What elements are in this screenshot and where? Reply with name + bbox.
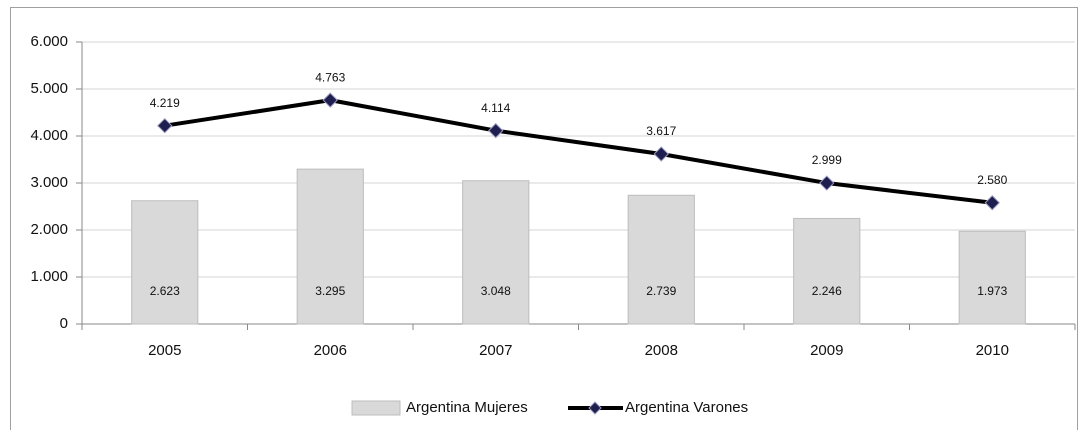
line-value-label: 2.999: [812, 153, 842, 167]
line-marker: [653, 146, 669, 162]
y-tick-label: 2.000: [30, 221, 68, 238]
line-marker: [819, 175, 835, 191]
line-value-label: 2.580: [977, 173, 1007, 187]
line-marker: [488, 122, 504, 139]
line-value-label: 4.114: [481, 101, 510, 115]
legend-swatch: [351, 400, 401, 416]
bar-value-label: 2.623: [150, 284, 180, 298]
legend-marker: [588, 401, 602, 415]
line: [164, 98, 993, 205]
line-value-label: 4.763: [315, 70, 345, 84]
legend-label: Argentina Varones: [625, 399, 748, 416]
y-tick-label: 5.000: [30, 80, 68, 97]
bar-value-label: 3.048: [481, 284, 511, 298]
line-marker: [322, 92, 338, 108]
x-tick-label: 2009: [810, 342, 843, 359]
line-marker: [984, 195, 1000, 211]
x-tick-label: 2005: [148, 342, 181, 359]
bar: [296, 168, 364, 325]
line-marker: [157, 117, 173, 134]
bar-value-label: 3.295: [315, 284, 345, 298]
bar: [627, 194, 695, 325]
bar: [793, 217, 861, 325]
bar: [462, 180, 530, 325]
legend-label: Argentina Mujeres: [406, 399, 528, 416]
y-tick-label: 3.000: [30, 174, 68, 191]
y-tick-label: 0: [60, 315, 68, 332]
bar-value-label: 1.973: [977, 284, 1007, 298]
line-value-label: 4.219: [150, 96, 180, 110]
bar: [131, 200, 199, 325]
x-tick-label: 2008: [645, 342, 678, 359]
bar-value-label: 2.739: [646, 284, 676, 298]
y-tick-label: 6.000: [30, 33, 68, 50]
bar: [958, 230, 1026, 325]
line-value-label: 3.617: [646, 124, 676, 138]
x-tick-label: 2007: [479, 342, 512, 359]
y-tick-label: 1.000: [30, 268, 68, 285]
chart-frame: [10, 7, 1078, 430]
x-tick-label: 2006: [314, 342, 347, 359]
y-tick-label: 4.000: [30, 127, 68, 144]
bar-value-label: 2.246: [812, 284, 842, 298]
x-tick-label: 2010: [976, 342, 1009, 359]
